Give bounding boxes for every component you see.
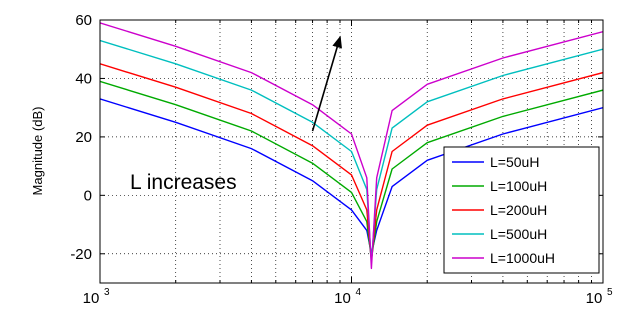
legend-label: L=200uH [490, 202, 547, 218]
legend: L=50uH L=100uH L=200uH L=500uH L=1000uH [443, 146, 600, 274]
annotation: L increases [130, 35, 342, 194]
x-tick-label: 10 [586, 290, 603, 307]
legend-label: L=50uH [490, 154, 539, 170]
x-tick-exponent: 5 [607, 287, 613, 298]
x-tick-exponent: 4 [356, 287, 362, 298]
y-axis-label: Magnitude (dB) [30, 107, 45, 196]
y-tick-labels: -20 0 20 40 60 [70, 12, 92, 263]
y-tick-label: 20 [75, 129, 92, 146]
y-tick-label: -20 [70, 246, 92, 263]
y-tick-label: 40 [75, 70, 92, 87]
legend-label: L=1000uH [490, 250, 555, 266]
annotation-arrow [311, 35, 342, 132]
legend-label: L=500uH [490, 226, 547, 242]
x-tick-exponent: 3 [104, 287, 110, 298]
x-tick-label: 10 [83, 290, 100, 307]
y-tick-label: 0 [84, 187, 92, 204]
series-line [100, 22, 603, 270]
x-tick-labels: 10 3 10 4 10 5 [83, 287, 613, 307]
annotation-text: L increases [130, 171, 237, 194]
legend-label: L=100uH [490, 178, 547, 194]
series-layer [100, 22, 603, 270]
y-tick-label: 60 [75, 12, 92, 29]
x-tick-label: 10 [334, 290, 351, 307]
